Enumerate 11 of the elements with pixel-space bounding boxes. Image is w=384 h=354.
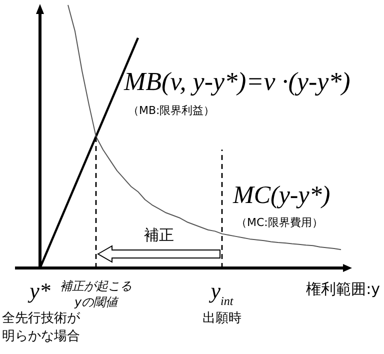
annotation: （MB:限界利益） [128, 104, 215, 117]
series-label: MB(v, y-y*)=v ·(y-y*) [123, 67, 350, 96]
text: 全先行技術が明らかな場合 [2, 311, 81, 344]
x-axis-title: 権利範囲:y [306, 280, 380, 298]
x-tick-label: 補正が起こるyの閾値 [60, 279, 132, 309]
annotation: （MC:限界費用） [236, 216, 323, 229]
series-label: MC(y-y*) [232, 182, 330, 209]
x-tick-label: y$_{int}$ [208, 278, 234, 308]
text: 出願時 [202, 311, 242, 326]
annotation: 補正 [144, 226, 174, 244]
x-tick-label: y* [28, 278, 50, 303]
